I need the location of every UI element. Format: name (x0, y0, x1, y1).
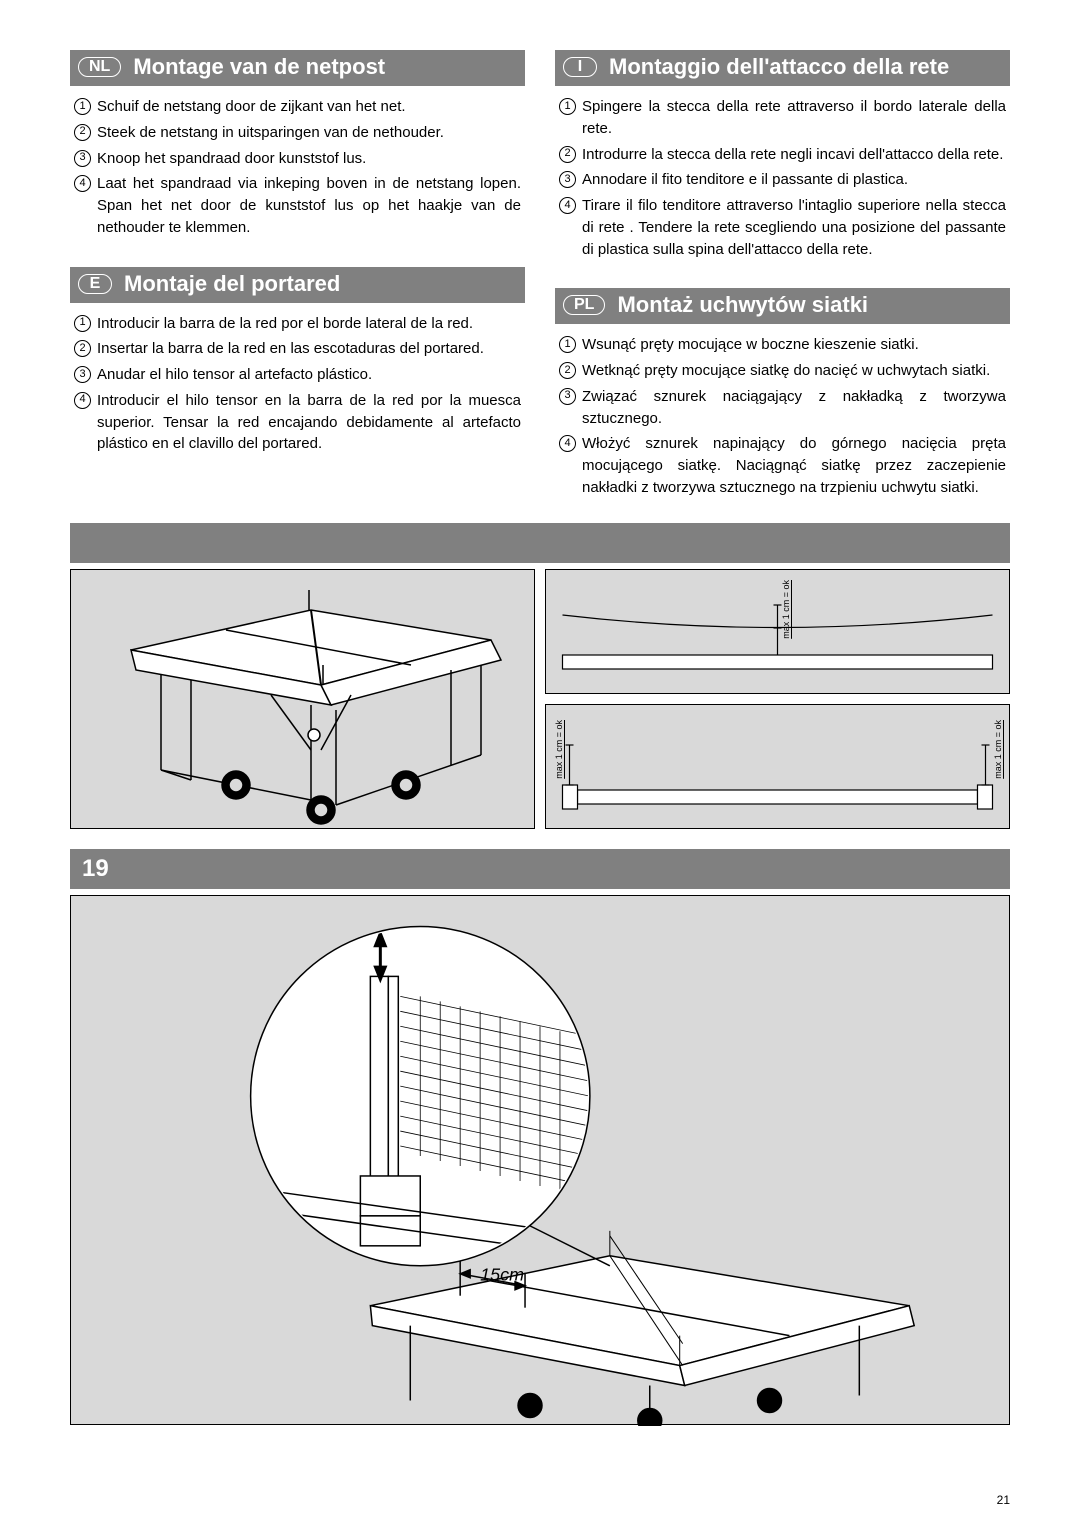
step-text: Introdurre la stecca della rete negli in… (582, 144, 1006, 166)
lang-badge-nl: NL (78, 57, 121, 77)
figure-19: 15cm (70, 895, 1010, 1425)
steps-pl: 1 Wsunąć pręty mocujące w boczne kieszeni… (555, 334, 1010, 498)
steps-i: 1 Spingere la stecca della rete attravers… (555, 96, 1010, 260)
tolerance-label: max 1 cm = ok (993, 720, 1003, 779)
step-text: Introducir la barra de la red por el bor… (97, 313, 521, 335)
steps-nl: 1 Schuif de netstang door de zijkant van … (70, 96, 525, 239)
step-num: 1 (559, 98, 576, 115)
step-num: 2 (559, 362, 576, 379)
lang-badge-i: I (563, 57, 597, 77)
section-header-i: I Montaggio dell'attacco della rete (555, 50, 1010, 86)
step-num: 3 (74, 150, 91, 167)
step-text: Włożyć sznurek napinający do górnego nac… (582, 433, 1006, 498)
section-title-i: Montaggio dell'attacco della rete (609, 54, 949, 80)
step-text: Związać sznurek naciągający z nakładką z… (582, 386, 1006, 430)
step-text: Tirare il filo tenditore attraverso l'in… (582, 195, 1006, 260)
section-title-pl: Montaż uchwytów siatki (617, 292, 868, 318)
step-num: 3 (74, 366, 91, 383)
tolerance-label: max 1 cm = ok (781, 580, 791, 639)
step-num: 4 (74, 175, 91, 192)
step-text: Spingere la stecca della rete attraverso… (582, 96, 1006, 140)
step-text: Schuif de netstang door de zijkant van h… (97, 96, 521, 118)
step-text: Steek de netstang in uitsparingen van de… (97, 122, 521, 144)
figure-tolerance-side: max 1 cm = ok max 1 cm = ok (545, 704, 1010, 829)
lang-badge-e: E (78, 274, 112, 294)
step-num: 4 (559, 435, 576, 452)
step-text: Annodare il fito tenditore e il passante… (582, 169, 1006, 191)
figure-row-1: max 1 cm = ok max 1 cm = ok (70, 569, 1010, 829)
step-num: 4 (74, 392, 91, 409)
separator-bar-1 (70, 523, 1010, 563)
page-number: 21 (997, 1493, 1010, 1507)
left-column: NL Montage van de netpost 1 Schuif de net… (70, 50, 525, 503)
step-num: 2 (559, 146, 576, 163)
right-column: I Montaggio dell'attacco della rete 1 Spi… (555, 50, 1010, 503)
text-columns: NL Montage van de netpost 1 Schuif de net… (70, 50, 1010, 503)
step-text: Insertar la barra de la red en las escot… (97, 338, 521, 360)
dimension-text: 15cm (480, 1264, 524, 1284)
section-title-e: Montaje del portared (124, 271, 340, 297)
tolerance-label: max 1 cm = ok (554, 720, 564, 779)
step-num: 3 (559, 171, 576, 188)
figure-tolerance-top: max 1 cm = ok (545, 569, 1010, 694)
lang-badge-pl: PL (563, 295, 605, 315)
steps-e: 1 Introducir la barra de la red por el bo… (70, 313, 525, 456)
step-text: Wsunąć pręty mocujące w boczne kieszenie… (582, 334, 1006, 356)
step-text: Knoop het spandraad door kunststof lus. (97, 148, 521, 170)
step-num: 1 (74, 98, 91, 115)
figure-tolerance-stack: max 1 cm = ok max 1 cm = ok (545, 569, 1010, 829)
section-header-e: E Montaje del portared (70, 267, 525, 303)
step-num: 1 (559, 336, 576, 353)
figure-table-iso (70, 569, 535, 829)
step-bar-19: 19 (70, 849, 1010, 889)
step-num: 1 (74, 315, 91, 332)
step-text: Introducir el hilo tensor en la barra de… (97, 390, 521, 455)
step-num: 4 (559, 197, 576, 214)
step-num: 2 (74, 340, 91, 357)
section-header-pl: PL Montaż uchwytów siatki (555, 288, 1010, 324)
step-num: 2 (74, 124, 91, 141)
section-header-nl: NL Montage van de netpost (70, 50, 525, 86)
step-number: 19 (82, 855, 109, 883)
step-num: 3 (559, 388, 576, 405)
step-text: Laat het spandraad via inkeping boven in… (97, 173, 521, 238)
step-text: Wetknąć pręty mocujące siatkę do nacięć … (582, 360, 1006, 382)
step-text: Anudar el hilo tensor al artefacto plást… (97, 364, 521, 386)
section-title-nl: Montage van de netpost (133, 54, 385, 80)
